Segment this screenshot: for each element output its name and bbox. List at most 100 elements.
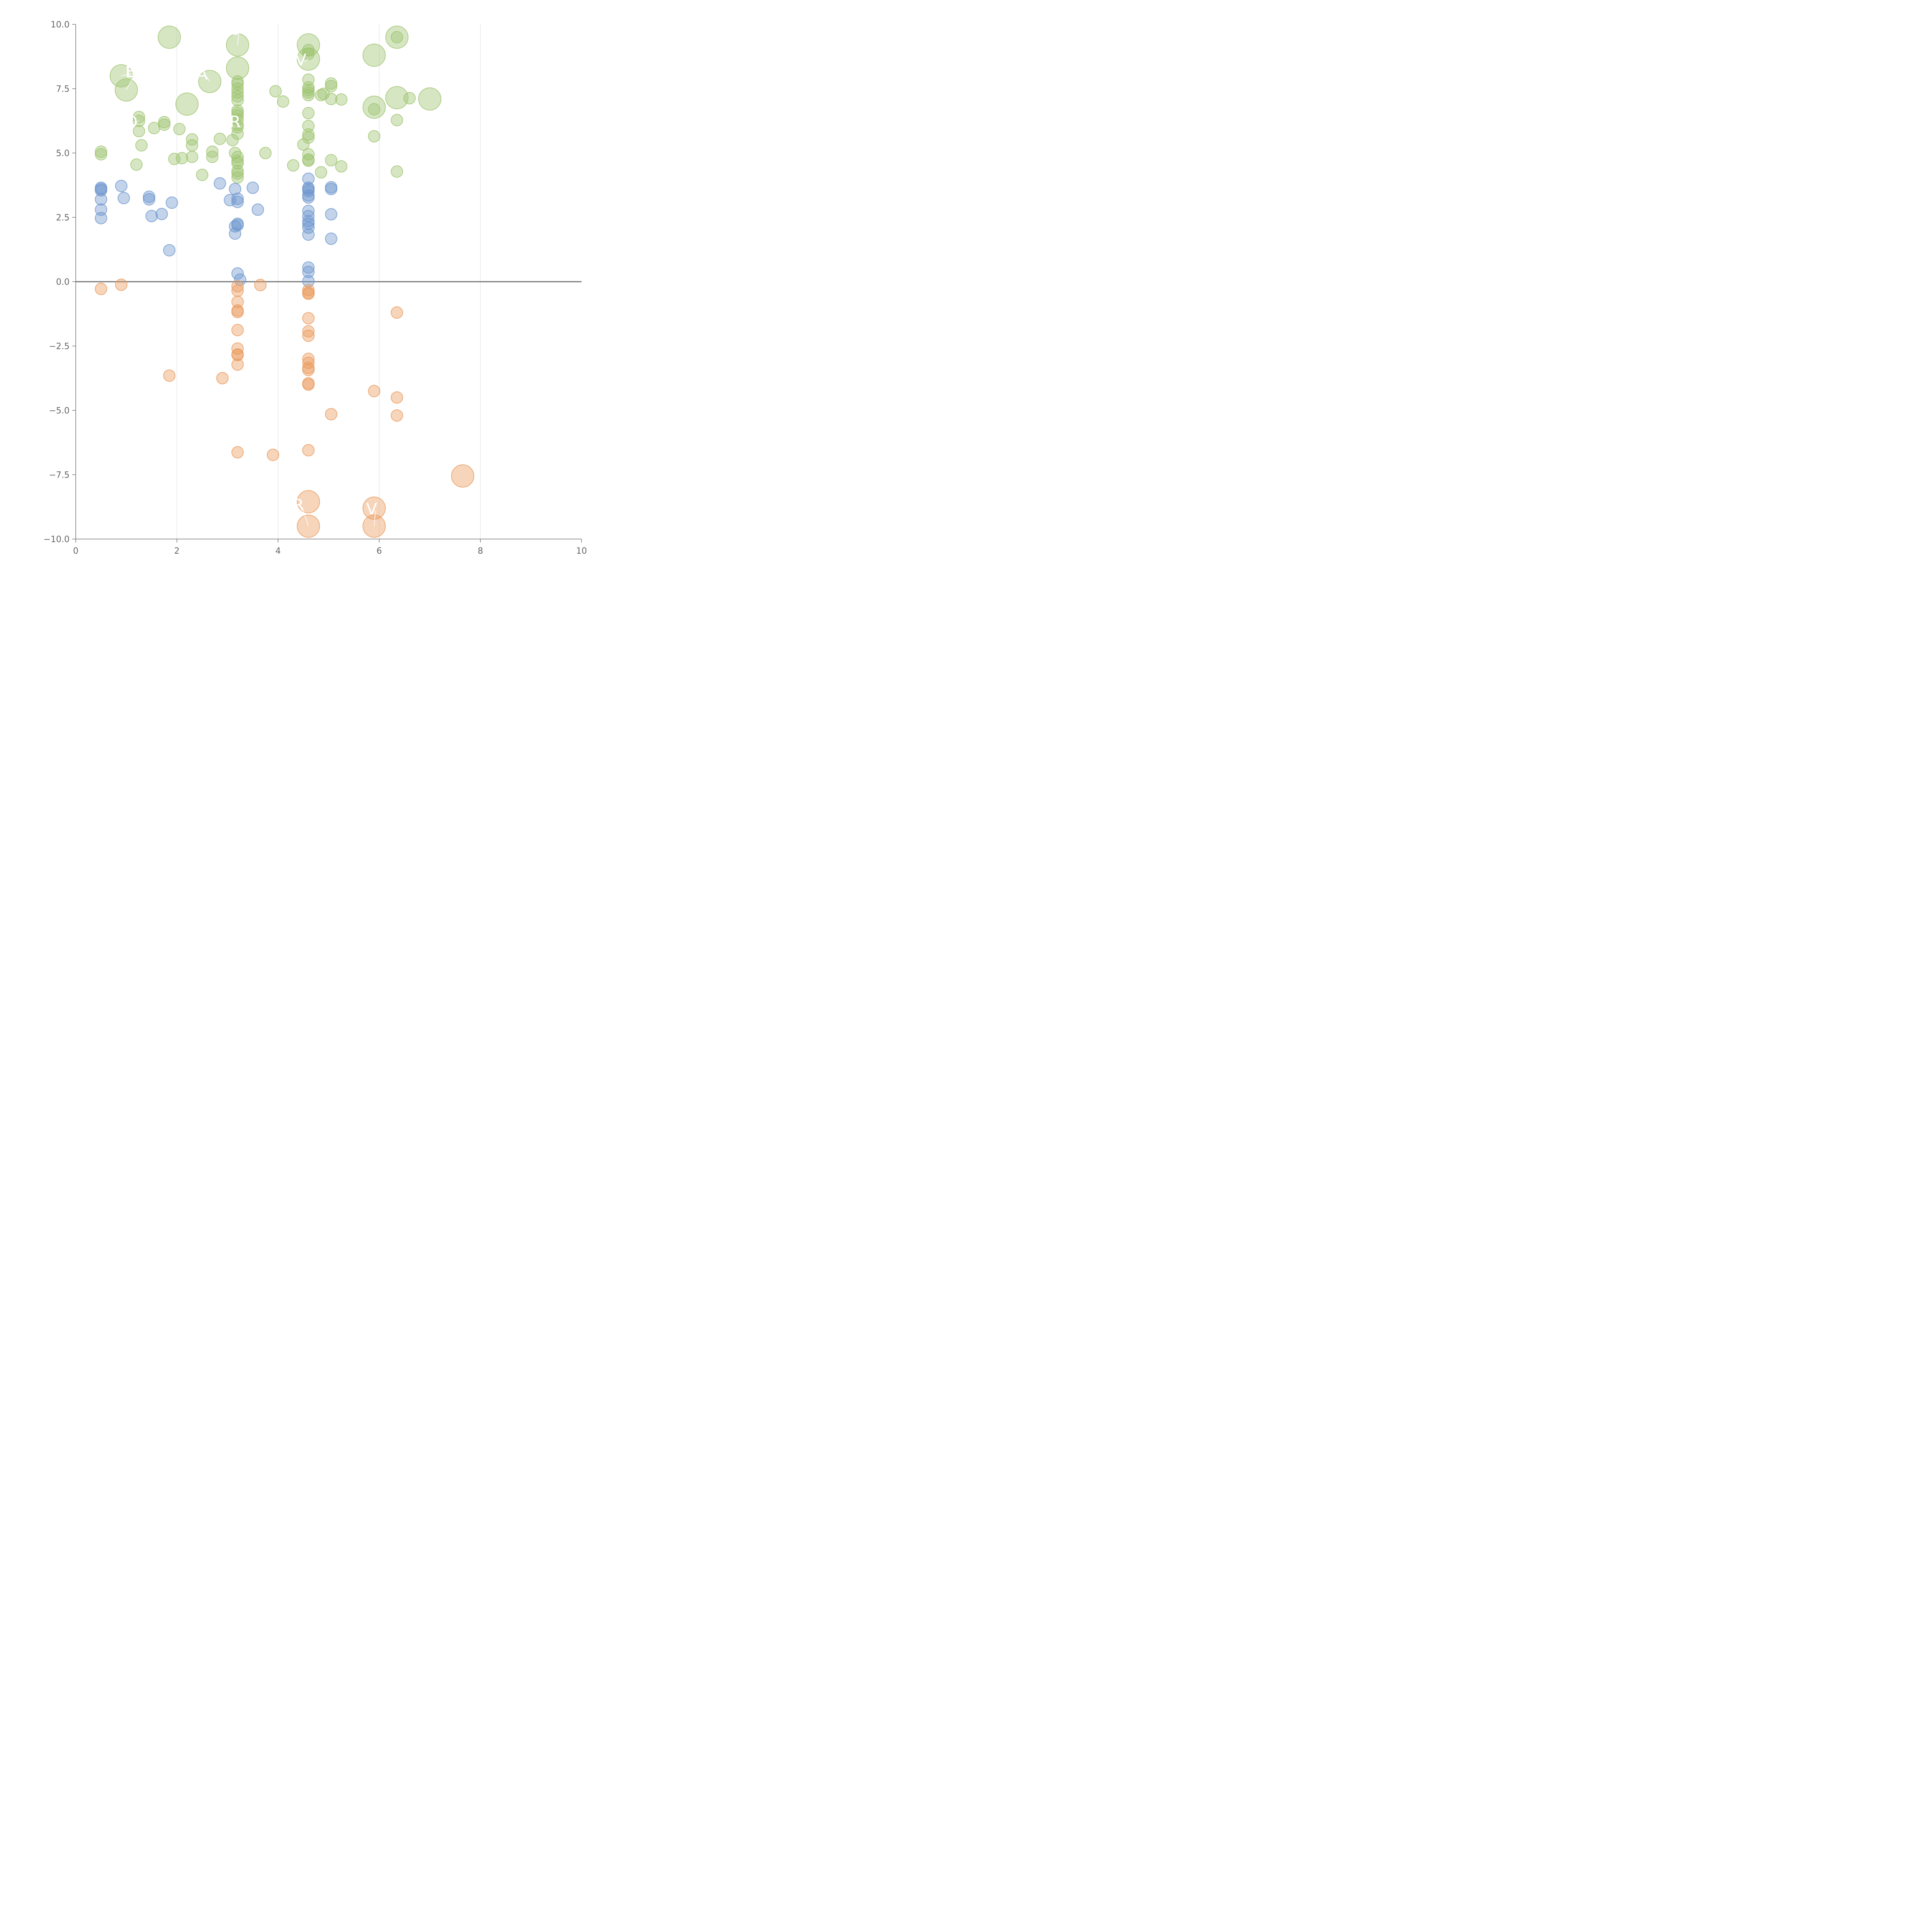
data-point — [335, 160, 348, 173]
data-point — [302, 148, 315, 161]
data-point — [133, 125, 145, 138]
data-point — [254, 279, 267, 291]
point-label: D — [125, 62, 138, 81]
data-point — [216, 372, 229, 384]
data-point — [368, 103, 381, 116]
data-point — [391, 165, 403, 178]
data-point — [302, 221, 315, 234]
data-point — [196, 168, 209, 181]
data-point — [302, 284, 315, 296]
data-point — [325, 408, 338, 420]
data-point — [231, 192, 244, 205]
data-point — [315, 166, 327, 179]
data-point — [229, 220, 242, 233]
point-label: V — [295, 51, 306, 70]
data-point — [297, 138, 310, 151]
x-tick-label: 6 — [376, 546, 382, 556]
y-tick-label: −2.5 — [49, 342, 70, 352]
data-point — [302, 128, 315, 141]
data-point — [186, 139, 199, 152]
data-point — [226, 134, 239, 146]
x-tick-label: 8 — [478, 546, 483, 556]
y-tick-label: −7.5 — [49, 471, 70, 480]
data-point — [302, 86, 315, 99]
data-point — [368, 385, 381, 398]
data-point — [231, 171, 244, 184]
data-point — [325, 80, 338, 92]
data-point — [269, 85, 282, 98]
label-leader-line — [121, 73, 136, 76]
data-point — [302, 131, 315, 144]
data-point — [231, 348, 244, 361]
data-point — [302, 83, 315, 96]
data-point — [231, 284, 244, 297]
data-point — [302, 228, 315, 241]
data-point — [130, 158, 143, 171]
y-tick-label: −5.0 — [49, 406, 70, 416]
data-point — [145, 210, 158, 223]
data-point — [302, 444, 315, 457]
data-point — [135, 139, 148, 152]
data-point — [391, 31, 403, 44]
data-point — [231, 306, 244, 318]
data-point — [302, 154, 315, 167]
data-point — [325, 77, 338, 90]
bubble-point — [175, 92, 199, 116]
data-point — [95, 193, 107, 206]
data-point — [95, 282, 107, 295]
bubble-point — [114, 78, 138, 102]
point-label: R — [293, 496, 304, 515]
point-label: A — [197, 65, 208, 83]
data-point — [224, 194, 236, 206]
data-point — [302, 364, 315, 376]
data-point — [173, 123, 186, 136]
data-point — [231, 104, 244, 117]
data-point — [302, 218, 315, 230]
data-point — [231, 150, 244, 163]
data-point — [231, 118, 244, 131]
bubble-point — [385, 86, 409, 109]
bubble-point — [418, 87, 442, 111]
data-point — [302, 378, 315, 391]
y-tick-label: 0.0 — [56, 277, 70, 287]
point-label: D — [125, 112, 138, 131]
data-point — [158, 118, 171, 131]
bubble-point — [451, 464, 474, 488]
data-point — [302, 89, 315, 102]
data-point — [247, 181, 259, 194]
data-point — [302, 325, 315, 338]
bubble-point — [362, 95, 386, 119]
data-point — [229, 183, 242, 196]
data-point — [252, 203, 264, 216]
data-point — [302, 172, 315, 185]
data-point — [302, 352, 315, 365]
bubble-point — [362, 497, 386, 520]
data-point — [206, 145, 219, 158]
data-point — [229, 227, 242, 240]
bubble-point — [385, 26, 409, 49]
data-point — [277, 95, 289, 108]
label-leader-line — [302, 507, 309, 526]
data-point — [95, 203, 107, 216]
label-leader-line — [206, 75, 210, 82]
data-point — [95, 148, 107, 161]
data-point — [165, 196, 178, 209]
data-point — [95, 145, 107, 158]
label-leader-line — [304, 59, 309, 62]
label-leader-line — [135, 121, 139, 124]
data-point — [175, 152, 188, 165]
label-leader-line — [126, 73, 136, 90]
data-point — [267, 449, 279, 461]
bubble-point — [297, 490, 320, 514]
data-point — [95, 212, 107, 224]
x-tick-label: 10 — [576, 546, 587, 556]
y-tick-label: 10.0 — [51, 20, 70, 30]
data-point — [302, 265, 315, 278]
y-tick-label: −10.0 — [44, 535, 70, 544]
data-point — [403, 92, 416, 105]
bubble-point — [226, 56, 249, 80]
data-point — [325, 208, 338, 221]
data-point — [302, 215, 315, 228]
data-point — [302, 191, 315, 204]
data-point — [163, 244, 176, 257]
